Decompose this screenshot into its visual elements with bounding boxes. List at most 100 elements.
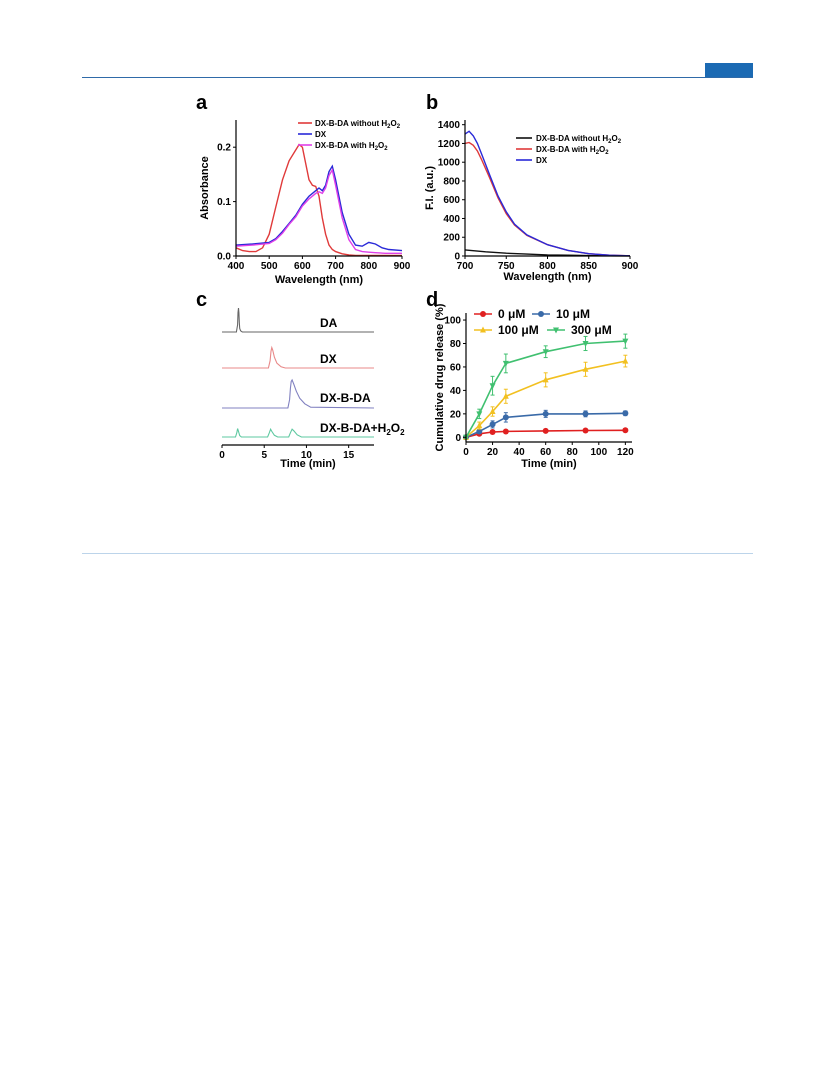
panel-a-x-tick-label: 800 xyxy=(360,261,377,272)
panel-d-y-tick-label: 0 xyxy=(455,433,461,444)
panel-a-legend-label: DX-B-DA with H2O2 xyxy=(315,141,388,152)
panel-c-letter: c xyxy=(196,289,207,311)
panel-d-point xyxy=(502,360,509,367)
panel-d-point xyxy=(542,410,549,417)
panel-c-trace-label: DX xyxy=(320,352,337,366)
panel-b-letter: b xyxy=(426,92,438,114)
panel-a-series-line-2 xyxy=(235,168,402,255)
panel-a-series-line-1 xyxy=(235,164,403,252)
panel-d-legend-label: 300 μM xyxy=(571,323,612,337)
panel-d-point xyxy=(489,421,496,428)
panel-b-y-tick-label: 200 xyxy=(443,233,460,244)
panel-b-legend-label: DX-B-DA with H2O2 xyxy=(536,145,609,156)
panel-d-x-tick-label: 0 xyxy=(463,447,469,458)
panel-d-x-tick-label: 80 xyxy=(567,447,579,458)
panel-b-y-tick-label: 800 xyxy=(443,176,460,187)
panel-b-x-tick-label: 750 xyxy=(498,261,515,272)
panel-c-x-tick-label: 5 xyxy=(261,450,267,461)
panel-d-y-tick-label: 80 xyxy=(450,339,462,350)
panel-d-point xyxy=(622,338,629,345)
panel-d-point xyxy=(542,376,549,383)
panel-c-trace-label: DX-B-DA+H2O2 xyxy=(320,421,405,437)
panel-b-y-axis-title: F.I. (a.u.) xyxy=(424,166,436,210)
panel-d-y-tick-label: 60 xyxy=(450,362,462,373)
panel-b-legend-label: DX xyxy=(536,156,548,165)
panel-d-legend-label: 10 μM xyxy=(556,307,590,321)
panel-d-y-axis-title: Cumulative drug release (%) xyxy=(434,303,446,451)
panel-d-x-tick-label: 60 xyxy=(540,447,552,458)
panel-d-legend-label: 0 μM xyxy=(498,307,525,321)
panel-b-y-tick-label: 1000 xyxy=(438,158,461,169)
panel-d-point xyxy=(476,411,483,418)
panel-d-letter: d xyxy=(426,289,438,311)
panel-d-legend-label: 100 μM xyxy=(498,323,539,337)
panel-b-x-tick-label: 900 xyxy=(622,261,639,272)
panel-d-x-tick-label: 120 xyxy=(617,447,634,458)
figure-bottom-rule xyxy=(82,553,753,554)
panel-a-x-tick-label: 600 xyxy=(294,261,311,272)
panel-c-trace-3 xyxy=(222,427,374,438)
panel-b-y-tick-label: 400 xyxy=(443,214,460,225)
panel-c-trace-1 xyxy=(222,345,374,369)
panel-d-point xyxy=(582,410,589,417)
panel-b-y-tick-label: 1400 xyxy=(438,120,461,131)
panel-d-point xyxy=(622,427,629,434)
panel-c-x-tick-label: 0 xyxy=(219,450,225,461)
panel-d-legend-marker xyxy=(480,311,486,317)
panel-a-y-axis-title: Absorbance xyxy=(199,156,211,220)
panel-d-point xyxy=(542,349,549,356)
panel-d-point xyxy=(476,428,483,435)
panel-d-legend-marker xyxy=(480,326,486,333)
panel-c-x-axis-title: Time (min) xyxy=(280,458,336,470)
panel-d-x-tick-label: 100 xyxy=(590,447,607,458)
panel-b-series-line-2 xyxy=(464,130,631,257)
panel-d-y-tick-label: 100 xyxy=(444,316,461,327)
panel-d-y-tick-label: 20 xyxy=(450,409,462,420)
panel-d-point xyxy=(502,428,509,435)
panel-d-point xyxy=(502,414,509,421)
panel-c-x-tick-label: 10 xyxy=(301,450,313,461)
panel-b-x-tick-label: 700 xyxy=(457,261,474,272)
panel-d-point xyxy=(489,429,496,436)
panel-d-point xyxy=(582,340,589,347)
panel-c-trace-label: DX-B-DA xyxy=(320,391,371,405)
panel-c-x-tick-label: 15 xyxy=(343,450,355,461)
panel-d-point xyxy=(476,422,483,429)
header-badge xyxy=(705,63,753,77)
panel-c-trace-0 xyxy=(222,307,374,333)
panel-d-point xyxy=(542,427,549,434)
panel-d-x-tick-label: 40 xyxy=(514,447,526,458)
panel-b-y-tick-label: 0 xyxy=(454,252,460,263)
panel-a-legend-label: DX-B-DA without H2O2 xyxy=(315,119,401,130)
panel-a-x-axis-title: Wavelength (nm) xyxy=(275,274,364,286)
panel-b-series-line-1 xyxy=(464,141,631,257)
panel-a-x-tick-label: 400 xyxy=(228,261,245,272)
panel-c-trace-label: DA xyxy=(320,316,338,330)
panel-a-letter: a xyxy=(196,92,208,114)
panel-a-y-tick-label: 0.0 xyxy=(217,252,231,263)
panel-b-y-tick-label: 600 xyxy=(443,195,460,206)
panel-d-point xyxy=(489,408,496,415)
panel-a-y-tick-label: 0.1 xyxy=(217,197,231,208)
panel-d-legend-marker xyxy=(553,327,559,334)
panel-d-y-tick-label: 40 xyxy=(450,386,462,397)
panel-a-legend-label: DX xyxy=(315,130,327,139)
panel-d-point xyxy=(502,392,509,399)
panel-b-y-tick-label: 1200 xyxy=(438,139,461,150)
panel-a-x-tick-label: 500 xyxy=(261,261,278,272)
panel-d-x-tick-label: 20 xyxy=(487,447,499,458)
panel-a-y-tick-label: 0.2 xyxy=(217,143,231,154)
panel-a-series-line-0 xyxy=(235,143,402,257)
header-rule xyxy=(82,77,753,78)
panel-d-point xyxy=(582,427,589,434)
panel-d-point xyxy=(622,410,629,417)
panel-b-x-tick-label: 800 xyxy=(539,261,556,272)
panel-d-point xyxy=(622,357,629,364)
panel-a-x-tick-label: 900 xyxy=(394,261,411,272)
panel-d-point xyxy=(489,383,496,390)
panel-d-point xyxy=(582,365,589,372)
panel-a-x-tick-label: 700 xyxy=(327,261,344,272)
panel-b-x-axis-title: Wavelength (nm) xyxy=(503,271,592,283)
panel-d-legend-marker xyxy=(538,311,544,317)
